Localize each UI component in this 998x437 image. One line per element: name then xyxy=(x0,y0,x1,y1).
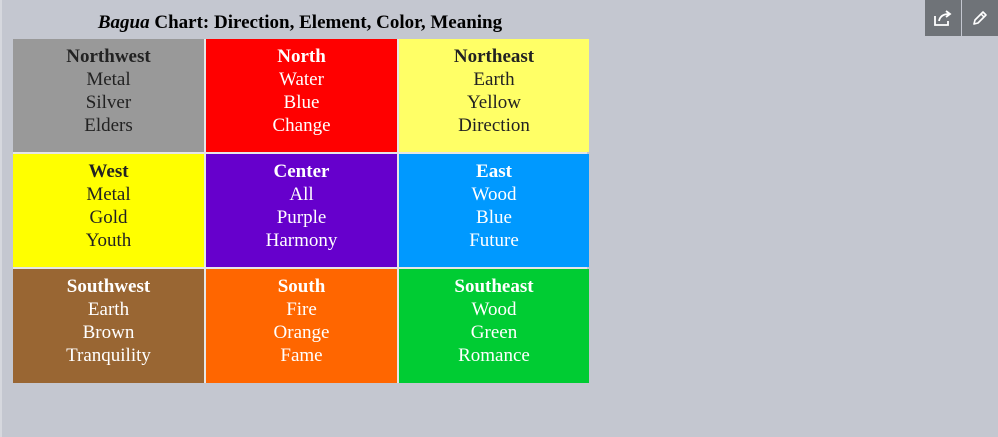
pencil-icon xyxy=(973,11,987,25)
share-icon xyxy=(934,10,952,26)
cell-center: Center All Purple Harmony xyxy=(206,154,397,267)
edit-button[interactable] xyxy=(962,0,998,36)
cell-color: Yellow xyxy=(466,92,522,113)
cell-meaning: Future xyxy=(469,230,519,251)
cell-color: Purple xyxy=(276,207,327,228)
cell-west: West Metal Gold Youth xyxy=(13,154,204,267)
cell-element: Water xyxy=(279,69,324,90)
cell-southeast: Southeast Wood Green Romance xyxy=(399,269,589,383)
caption-text: Chart: Direction, Element, Color, Meanin… xyxy=(149,12,503,33)
cell-element: Metal xyxy=(86,184,131,205)
cell-meaning: Elders xyxy=(84,115,133,136)
cell-meaning: Harmony xyxy=(265,230,338,251)
cell-color: Orange xyxy=(273,322,330,343)
cell-east: East Wood Blue Future xyxy=(399,154,589,267)
cell-meaning: Direction xyxy=(458,115,530,136)
cell-southwest: Southwest Earth Brown Tranquility xyxy=(13,269,204,383)
cell-direction: Northwest xyxy=(66,46,151,67)
cell-element: Earth xyxy=(473,69,515,90)
cell-element: Metal xyxy=(86,69,131,90)
cell-meaning: Tranquility xyxy=(66,345,151,366)
share-button[interactable] xyxy=(925,0,961,36)
cell-south: South Fire Orange Fame xyxy=(206,269,397,383)
cell-element: Earth xyxy=(87,299,130,320)
cell-meaning: Fame xyxy=(280,345,323,366)
cell-color: Blue xyxy=(283,92,320,113)
cell-direction: Center xyxy=(273,161,330,182)
cell-color: Green xyxy=(470,322,518,343)
chart-caption: Bagua Chart: Direction, Element, Color, … xyxy=(13,12,587,34)
cell-element: All xyxy=(289,184,314,205)
cell-northeast: Northeast Earth Yellow Direction xyxy=(399,39,589,152)
frame-edge xyxy=(0,0,2,437)
image-toolbar xyxy=(924,0,998,36)
cell-element: Wood xyxy=(471,184,517,205)
cell-color: Brown xyxy=(82,322,135,343)
caption-italic: Bagua xyxy=(97,12,150,33)
cell-north: North Water Blue Change xyxy=(206,39,397,152)
cell-color: Gold xyxy=(89,207,128,228)
cell-element: Fire xyxy=(286,299,317,320)
cell-meaning: Change xyxy=(272,115,331,136)
cell-meaning: Youth xyxy=(85,230,132,251)
cell-direction: Southeast xyxy=(454,276,534,297)
cell-element: Wood xyxy=(471,299,517,320)
cell-direction: South xyxy=(277,276,326,297)
cell-direction: East xyxy=(476,161,512,182)
cell-color: Blue xyxy=(476,207,512,228)
cell-direction: North xyxy=(277,46,326,67)
cell-direction: Northeast xyxy=(453,46,535,67)
cell-color: Silver xyxy=(85,92,132,113)
cell-meaning: Romance xyxy=(458,345,530,366)
bagua-grid: Northwest Metal Silver Elders North Wate… xyxy=(13,39,589,383)
cell-direction: West xyxy=(88,161,129,182)
cell-northwest: Northwest Metal Silver Elders xyxy=(13,39,204,152)
cell-direction: Southwest xyxy=(66,276,151,297)
